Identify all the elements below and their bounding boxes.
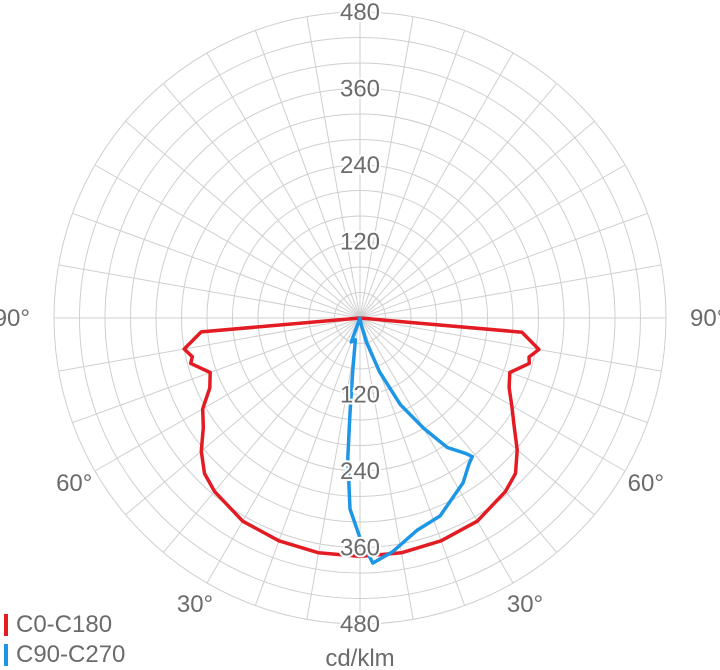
grid-spoke-150	[359, 317, 514, 584]
grid-spoke-10	[359, 16, 414, 319]
grid-spoke-240	[94, 317, 361, 472]
legend-label-c90-c270: C90-C270	[16, 641, 126, 668]
grid-spoke-290	[72, 212, 361, 319]
legend: C0-C180 C90-C270	[4, 610, 125, 670]
polar-grid	[53, 11, 667, 625]
r-tick-lower-120: 120	[340, 382, 380, 409]
grid-spoke-260	[58, 317, 361, 372]
grid-spoke-50	[359, 120, 595, 319]
grid-spoke-350	[306, 16, 361, 319]
r-tick-upper-360: 360	[340, 76, 380, 103]
series-curve-c90-c270	[346, 316, 475, 565]
r-tick-upper-120: 120	[340, 229, 380, 256]
r-tick-upper-240: 240	[340, 152, 380, 179]
polar-curves	[182, 316, 541, 565]
grid-spoke-120	[359, 317, 626, 472]
r-tick-lower-240: 240	[340, 458, 380, 485]
legend-swatch-c0-c180	[4, 614, 8, 636]
angle-label-left-60: 60°	[56, 470, 92, 497]
grid-spoke-220	[162, 317, 361, 553]
grid-spoke-60	[359, 164, 626, 319]
grid-spoke-190	[306, 317, 361, 620]
unit-label: cd/klm	[325, 645, 394, 670]
grid-spoke-300	[94, 164, 361, 319]
grid-spoke-130	[359, 317, 595, 516]
grid-spoke-30	[359, 52, 514, 319]
legend-item-c90-c270: C90-C270	[4, 640, 125, 670]
grid-spoke-340	[254, 30, 361, 319]
grid-spoke-200	[254, 317, 361, 606]
angle-label-left-90: 90°	[0, 305, 30, 332]
grid-spoke-250	[72, 317, 361, 424]
r-tick-lower-480: 480	[340, 611, 380, 638]
grid-spoke-320	[162, 83, 361, 319]
grid-spoke-20	[359, 30, 466, 319]
grid-spoke-280	[58, 264, 361, 319]
grid-spoke-310	[125, 120, 361, 319]
grid-spoke-70	[359, 212, 648, 319]
grid-spoke-110	[359, 317, 648, 424]
legend-item-c0-c180: C0-C180	[4, 610, 125, 640]
series-curve-c0-c180	[182, 316, 541, 559]
angle-label-right-90: 90°	[690, 305, 720, 332]
angle-label-right-60: 60°	[628, 470, 664, 497]
grid-spoke-330	[206, 52, 361, 319]
r-tick-upper-480: 480	[340, 0, 380, 26]
r-tick-lower-360: 360	[340, 535, 380, 562]
grid-spoke-230	[125, 317, 361, 516]
grid-spoke-210	[206, 317, 361, 584]
legend-swatch-c90-c270	[4, 644, 8, 666]
angle-label-right-30: 30°	[507, 591, 543, 618]
grid-spoke-170	[359, 317, 414, 620]
angle-label-left-30: 30°	[177, 591, 213, 618]
grid-spoke-40	[359, 83, 558, 319]
grid-spoke-80	[359, 264, 662, 319]
grid-spoke-140	[359, 317, 558, 553]
legend-label-c0-c180: C0-C180	[16, 611, 113, 638]
grid-spoke-100	[359, 317, 662, 372]
